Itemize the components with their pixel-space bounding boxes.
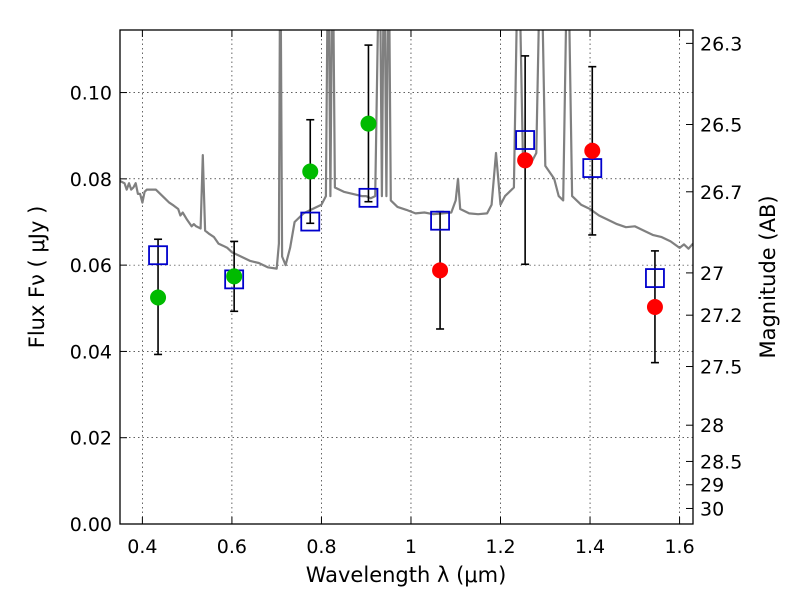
observed-point [432, 262, 449, 279]
right-tick-label: 30 [700, 498, 724, 520]
x-tick-label: 0.4 [127, 536, 157, 558]
x-tick-label: 1 [405, 536, 417, 558]
observed-point [584, 142, 601, 159]
right-tick-label: 29 [700, 475, 724, 497]
right-tick-label: 27.5 [700, 357, 742, 379]
model-square [148, 245, 168, 266]
observed-point [360, 115, 377, 132]
right-tick-label: 26.3 [700, 33, 742, 55]
x-tick-label: 0.6 [217, 536, 247, 558]
observed-point [517, 152, 534, 169]
y-tick-label: 0.10 [70, 83, 112, 105]
observed-point [150, 289, 167, 306]
right-tick-label: 28.5 [700, 451, 742, 473]
model-square [430, 210, 450, 231]
y-tick-label: 0.08 [70, 169, 112, 191]
observed-photometry-points [150, 115, 663, 315]
y-tick-label: 0.00 [70, 514, 112, 536]
x-tick-label: 0.8 [306, 536, 336, 558]
model-square [582, 158, 603, 178]
observed-point [646, 298, 663, 315]
x-tick-label: 1.4 [575, 536, 605, 558]
y-axis-label: Flux Fν ( μJy ) [25, 206, 49, 349]
model-spectrum [120, 30, 693, 270]
model-square [300, 211, 321, 232]
y-tick-label: 0.02 [70, 428, 112, 450]
plot-frame [119, 29, 694, 525]
y-tick-label: 0.06 [70, 255, 112, 277]
x-tick-label: 1.2 [485, 536, 515, 558]
tick-labels: 0.4 0.6 0.8 1 1.2 1.4 1.6 0.00 0.02 0.04 0.06 0.08 0… [70, 33, 743, 558]
spectrum-line [120, 30, 693, 270]
model-square [645, 268, 665, 288]
right-tick-label: 27.2 [700, 305, 742, 327]
right-tick-label: 26.7 [700, 182, 742, 204]
x-tick-label: 1.6 [664, 536, 694, 558]
observed-point [302, 163, 319, 180]
right-tick-label: 26.5 [700, 114, 742, 136]
right-tick-label: 28 [700, 415, 724, 437]
x-axis-label: Wavelength λ (μm) [306, 563, 507, 587]
model-square [358, 187, 379, 208]
model-square [515, 130, 536, 150]
observed-point [226, 268, 243, 285]
right-axis-label: Magnitude (AB) [756, 195, 780, 358]
right-tick-label: 27 [700, 263, 724, 285]
y-tick-label: 0.04 [70, 341, 112, 363]
